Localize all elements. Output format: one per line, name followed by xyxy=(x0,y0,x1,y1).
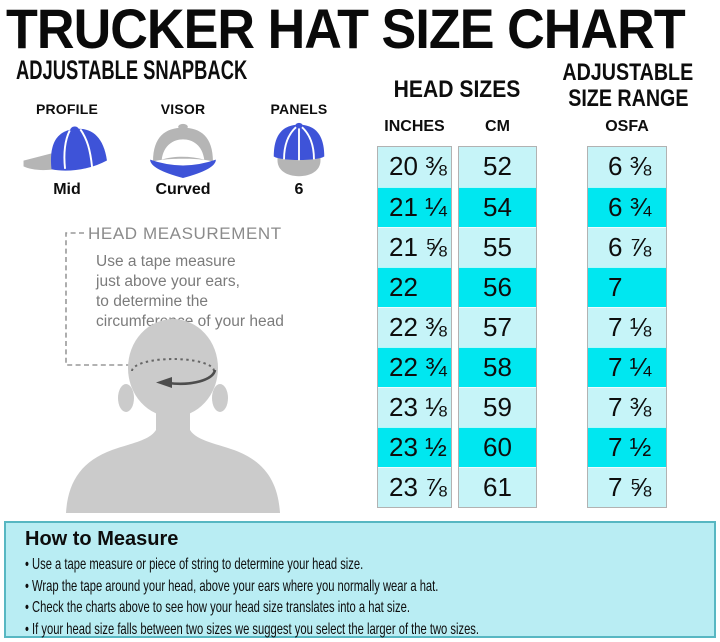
size-cell-inches-4: 22 ⅜ xyxy=(378,307,451,347)
visor-hat-icon xyxy=(150,123,216,179)
size-cell-cm-7: 60 xyxy=(459,427,536,467)
measurement-note-line: circumference of your head xyxy=(96,313,284,330)
head-measurement-heading: HEAD MEASUREMENT xyxy=(88,224,282,243)
head-silhouette xyxy=(66,319,280,513)
cm-header: CM xyxy=(485,118,510,135)
how-to-bullet: • If your head size falls between two si… xyxy=(25,620,480,638)
tape-measure-band xyxy=(131,358,217,388)
subtitle: ADJUSTABLE SNAPBACK xyxy=(16,55,248,85)
size-cell-inches-7: 23 ½ xyxy=(378,427,451,467)
size-cell-cm-5: 58 xyxy=(459,347,536,387)
size-cell-osfa-8: 7 ⅝ xyxy=(588,467,666,507)
size-cell-inches-6: 23 ⅛ xyxy=(378,387,451,427)
size-cell-osfa-0: 6 ⅜ xyxy=(588,147,666,187)
size-cell-inches-0: 20 ⅜ xyxy=(378,147,451,187)
size-cell-cm-6: 59 xyxy=(459,387,536,427)
page-title: TRUCKER HAT SIZE CHART xyxy=(6,0,686,60)
size-cell-cm-2: 55 xyxy=(459,227,536,267)
feature-profile: PROFILE Mid xyxy=(12,101,122,199)
size-cell-inches-2: 21 ⅝ xyxy=(378,227,451,267)
osfa-header: OSFA xyxy=(605,118,649,135)
measurement-note-line: just above your ears, xyxy=(96,273,240,290)
size-cell-cm-4: 57 xyxy=(459,307,536,347)
size-cell-cm-1: 54 xyxy=(459,187,536,227)
bullet-list: • Use a tape measure or piece of string … xyxy=(25,554,714,640)
panels-hat-icon xyxy=(273,122,325,177)
size-cell-osfa-4: 7 ⅛ xyxy=(588,307,666,347)
how-to-measure-heading: How to Measure xyxy=(25,528,179,550)
size-cell-osfa-2: 6 ⅞ xyxy=(588,227,666,267)
size-cell-inches-8: 23 ⅞ xyxy=(378,467,451,507)
size-cell-inches-3: 22 xyxy=(378,267,451,307)
how-to-bullet: • Check the charts above to see how your… xyxy=(25,599,410,616)
leader-dashed-line xyxy=(65,232,133,366)
measurement-note-line: Use a tape measure xyxy=(96,253,236,270)
cm-column: 52 54 55 56 57 58 59 60 61 xyxy=(458,146,537,508)
size-cell-osfa-1: 6 ¾ xyxy=(588,187,666,227)
feature-profile-label: PROFILE xyxy=(35,101,99,117)
size-cell-osfa-3: 7 xyxy=(588,267,666,307)
feature-visor-label: VISOR xyxy=(160,101,206,117)
how-to-bullet: • Use a tape measure or piece of string … xyxy=(25,556,364,573)
size-cell-osfa-6: 7 ⅜ xyxy=(588,387,666,427)
feature-visor-value: Curved xyxy=(155,181,211,198)
inches-column: 20 ⅜ 21 ¼ 21 ⅝ 22 22 ⅜ 22 ¾ 23 ⅛ 23 ½ 23 ⅞ xyxy=(377,146,452,508)
size-cell-osfa-7: 7 ½ xyxy=(588,427,666,467)
how-to-measure-panel: How to Measure • Use a tape measure or p… xyxy=(4,521,716,638)
head-sizes-heading: HEAD SIZES xyxy=(393,76,521,103)
size-cell-cm-0: 52 xyxy=(459,147,536,187)
feature-panels: PANELS 6 xyxy=(244,101,354,199)
size-range-heading: ADJUSTABLE SIZE RANGE xyxy=(562,59,694,112)
measurement-note: Use a tape measure just above your ears, t… xyxy=(96,252,284,332)
feature-panels-value: 6 xyxy=(294,181,304,198)
size-cell-osfa-5: 7 ¼ xyxy=(588,347,666,387)
size-cell-inches-1: 21 ¼ xyxy=(378,187,451,227)
how-to-bullet: • Wrap the tape around your head, above … xyxy=(25,577,439,595)
size-cell-cm-3: 56 xyxy=(459,267,536,307)
inches-header: INCHES xyxy=(384,118,445,135)
size-cell-inches-5: 22 ¾ xyxy=(378,347,451,387)
profile-hat-icon xyxy=(23,126,107,171)
feature-profile-value: Mid xyxy=(53,181,81,198)
size-cell-cm-8: 61 xyxy=(459,467,536,507)
feature-visor: VISOR Curved xyxy=(128,101,238,199)
feature-panels-label: PANELS xyxy=(270,101,328,117)
measurement-note-line: to determine the xyxy=(96,293,209,310)
